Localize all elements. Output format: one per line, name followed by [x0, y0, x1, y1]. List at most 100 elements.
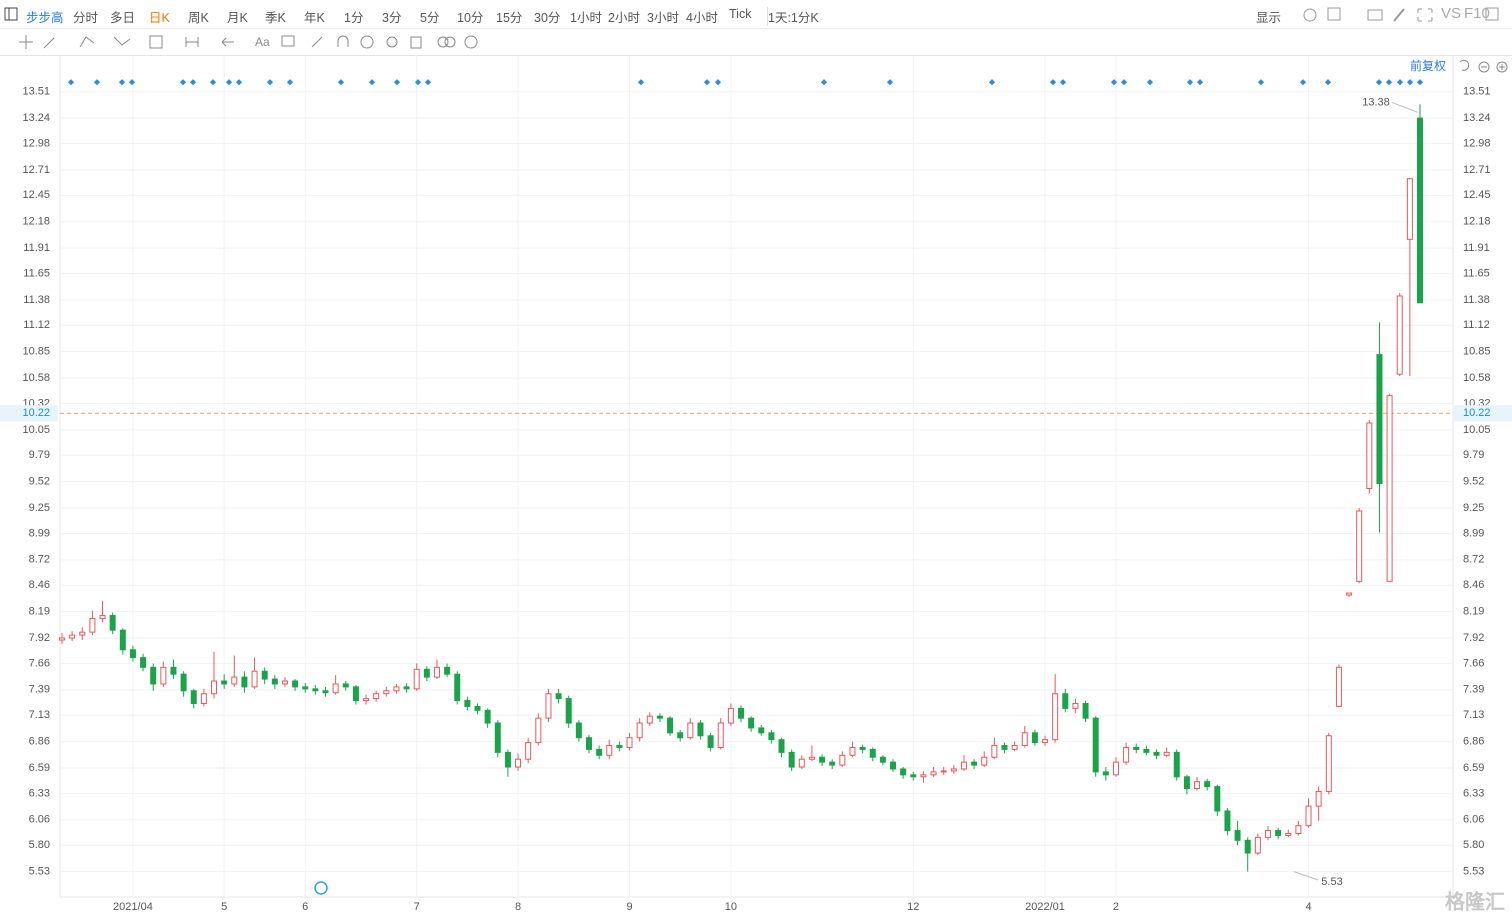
y-tick-label: 6.86: [29, 736, 50, 748]
y-tick-label: 12.45: [22, 189, 50, 201]
candle-body: [200, 693, 207, 705]
event-icon[interactable]: [314, 881, 328, 895]
vs[interactable]: VS: [1441, 5, 1462, 22]
candle-body: [1214, 786, 1221, 812]
period-tab[interactable]: 4小时: [686, 11, 718, 25]
y-tick-label: 6.06: [29, 814, 50, 826]
y-tick-label-right: 10.58: [1463, 372, 1491, 384]
y-tick-label-right: 8.19: [1463, 606, 1484, 618]
candle-body: [302, 686, 309, 690]
low-pointer: [1293, 871, 1319, 881]
candle-body: [129, 649, 136, 659]
symbol[interactable]: 步步高: [26, 11, 64, 25]
display[interactable]: 显示: [1256, 11, 1282, 25]
candle-body: [808, 756, 815, 760]
candle-body: [758, 727, 765, 734]
candle-body: [1295, 825, 1302, 834]
event-marker: [1146, 79, 1154, 86]
y-tick-label-right: 7.66: [1463, 657, 1484, 669]
zoom-controls[interactable]: [1459, 59, 1508, 73]
x-tick-label: 5: [221, 901, 227, 913]
period-tab[interactable]: 日K: [149, 11, 170, 25]
x-tick-label: 4: [1305, 901, 1311, 913]
x-tick-label: 2022/01: [1025, 901, 1065, 913]
candle-body: [1254, 836, 1261, 854]
f10[interactable]: F10: [1464, 5, 1490, 22]
candle-body: [251, 670, 258, 688]
period-tab[interactable]: 10分: [457, 11, 484, 25]
candle-body: [271, 678, 278, 685]
chart: 前复权 格隆汇 5.53 5.53 5.80 5.80 6.06 6.06 6.33 6.33…: [0, 56, 1512, 913]
candle-body: [667, 717, 674, 734]
event-marker: [414, 79, 422, 86]
y-tick-label-right: 11.65: [1463, 267, 1490, 279]
period-tab[interactable]: 5分: [420, 11, 440, 25]
candle-body: [454, 673, 461, 702]
period-tab[interactable]: 3小时: [647, 11, 679, 25]
y-tick-label-right: 12.45: [1463, 189, 1491, 201]
candle-body: [778, 739, 785, 753]
y-tick-label: 11.12: [23, 319, 50, 331]
candle-body: [494, 722, 501, 753]
event-marker: [1186, 79, 1194, 86]
period-tab[interactable]: 1小时: [570, 11, 602, 25]
y-tick-label-right: 10.05: [1463, 424, 1491, 436]
candle-body: [575, 722, 582, 739]
current-price-box: [1454, 405, 1512, 422]
candle-body: [1123, 746, 1130, 763]
period-tab[interactable]: 2小时: [608, 11, 640, 25]
candle-body: [1386, 395, 1393, 582]
y-tick-label-right: 12.98: [1463, 137, 1491, 149]
candle-body: [1112, 761, 1119, 776]
candle-body: [1204, 781, 1211, 788]
period-tab[interactable]: 1分: [344, 11, 364, 25]
adjust-mode[interactable]: 前复权: [1410, 58, 1446, 73]
candle-body: [444, 666, 451, 675]
period-tab[interactable]: 季K: [265, 11, 286, 25]
y-tick-label-right: 6.59: [1463, 762, 1484, 774]
period-tab[interactable]: 年K: [304, 11, 325, 25]
candle-body: [383, 690, 390, 695]
event-marker: [1049, 79, 1057, 86]
candle-body: [1275, 830, 1282, 836]
sidebar-icon[interactable]: [4, 7, 18, 21]
y-tick-label-right: 11.38: [1463, 294, 1490, 306]
candle-body: [109, 615, 116, 631]
candle-body: [180, 673, 187, 692]
y-tick-label: 10.85: [22, 346, 50, 358]
candle-body: [1072, 703, 1079, 709]
period-tab[interactable]: 15分: [496, 11, 523, 25]
candle-body: [221, 680, 228, 685]
y-tick-label-right: 6.86: [1463, 736, 1484, 748]
event-marker: [1120, 79, 1128, 86]
event-marker: [1110, 79, 1118, 86]
candle-body: [1133, 746, 1140, 750]
candle-body: [292, 680, 299, 688]
period-tab[interactable]: 分时: [73, 11, 99, 25]
period-tab[interactable]: Tick: [729, 7, 752, 21]
candle-body: [697, 722, 704, 737]
candle-body: [1366, 422, 1373, 490]
candle-body: [636, 722, 643, 739]
period-tab[interactable]: 月K: [227, 11, 248, 25]
high-label: 13.38: [1362, 96, 1390, 108]
period-tab[interactable]: 3分: [382, 11, 402, 25]
candle-body: [677, 732, 684, 739]
candle-body: [859, 746, 866, 750]
candle-body: [991, 745, 998, 758]
candle-body: [1264, 830, 1271, 838]
event-marker: [703, 79, 711, 86]
y-tick-label: 7.13: [29, 709, 50, 721]
x-tick-label: 8: [515, 901, 521, 913]
period-tab[interactable]: 周K: [188, 11, 209, 25]
candle-body: [1031, 732, 1038, 744]
period-tab[interactable]: 30分: [534, 11, 561, 25]
candle-body: [687, 722, 694, 739]
period-tab[interactable]: 多日: [110, 11, 136, 25]
x-tick-label: 2021/04: [113, 901, 153, 913]
event-marker: [93, 79, 101, 86]
interval[interactable]: 1天:1分K: [767, 7, 819, 26]
x-tick-label: 12: [907, 901, 919, 913]
candle-body: [393, 686, 400, 692]
